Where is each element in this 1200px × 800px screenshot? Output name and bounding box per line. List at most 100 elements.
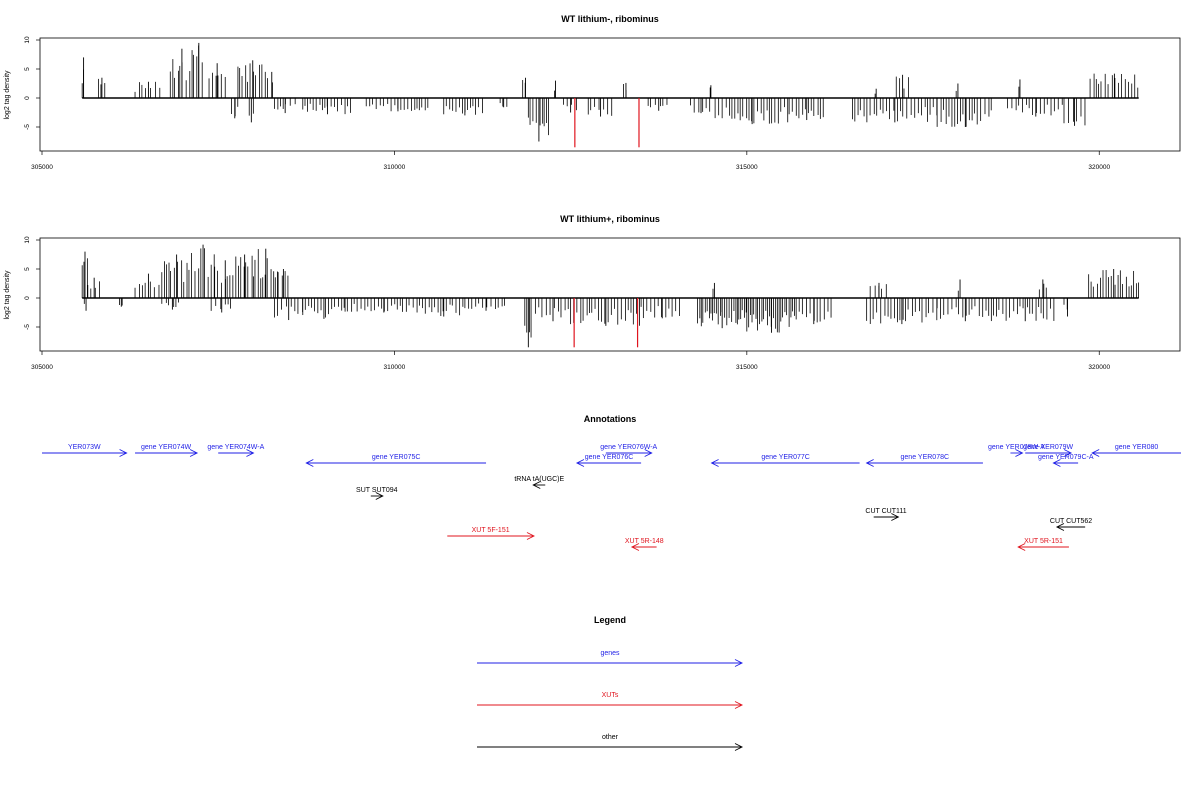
legend-entry-other: other — [477, 734, 744, 751]
feature-arrow-head — [375, 492, 384, 500]
density-bars — [81, 244, 1139, 348]
y-tick-label: 10 — [24, 36, 31, 44]
annotation-feature: XUT 5R-151 — [1017, 538, 1069, 551]
y-tick-label: -5 — [24, 124, 31, 130]
feature-arrow-head — [575, 459, 585, 467]
feature-label: tRNA tA(UGC)E — [514, 476, 564, 483]
legend-arrow-head — [734, 701, 744, 709]
feature-arrow-head — [1063, 449, 1073, 457]
legend-arrow-head — [734, 743, 744, 751]
y-tick-label: 5 — [24, 67, 31, 71]
y-tick-label: 0 — [24, 296, 31, 300]
annotation-feature: gene YER078W-A — [988, 444, 1045, 457]
annotation-feature: gene YER076W-A — [600, 444, 658, 457]
feature-arrow-head — [189, 449, 199, 457]
density-bars — [81, 42, 1139, 148]
feature-label: gene YER077C — [761, 454, 810, 461]
feature-arrow-head — [119, 449, 128, 457]
y-tick-label: -5 — [24, 324, 31, 330]
annotation-feature: gene YER074W — [135, 444, 199, 457]
annotations-title: Annotations — [584, 414, 637, 424]
feature-arrow-head — [305, 459, 314, 467]
annotation-feature: gene YER079W — [1023, 444, 1074, 457]
annotation-feature: gene YER075C — [305, 454, 487, 467]
feature-label: gene YER076W-A — [600, 444, 657, 451]
panel-title: WT lithium-, ribominus — [561, 14, 659, 24]
feature-arrow-head — [532, 481, 541, 489]
legend-arrow-head — [734, 659, 744, 667]
x-tick-label: 320000 — [1088, 164, 1110, 171]
feature-label: CUT CUT111 — [865, 508, 906, 515]
legend-label: other — [602, 734, 619, 741]
legend-entries: genes XUTs other — [477, 650, 744, 751]
feature-label: CUT CUT562 — [1050, 518, 1092, 525]
annotation-feature: gene YER076C — [575, 454, 642, 467]
x-tick-label: 310000 — [384, 364, 406, 371]
x-tick-label: 320000 — [1088, 364, 1110, 371]
y-tick-label: 5 — [24, 267, 31, 271]
feature-arrow-head — [1052, 459, 1061, 467]
feature-label: gene YER076C — [585, 454, 634, 461]
legend-label: genes — [600, 650, 620, 657]
feature-arrow-head — [630, 543, 640, 551]
feature-label: gene YER075C — [372, 454, 421, 461]
x-tick-label: 305000 — [31, 164, 53, 171]
x-tick-label: 315000 — [736, 364, 758, 371]
annotation-feature: gene YER077C — [710, 454, 860, 467]
feature-arrow-head — [246, 449, 255, 457]
annotation-feature: gene YER080 — [1091, 444, 1181, 457]
feature-label: gene YER079C-A — [1038, 454, 1094, 461]
annotation-feature: CUT CUT562 — [1050, 518, 1092, 531]
annotation-features: YER073W gene YER074W gene YER074W-A gene YE… — [42, 444, 1181, 551]
feature-arrow-head — [1017, 543, 1026, 551]
x-axis: 305000 310000 315000 320000 — [31, 151, 1110, 171]
annotation-feature: tRNA tA(UGC)E — [514, 476, 564, 489]
x-axis: 305000 310000 315000 320000 — [31, 351, 1110, 371]
feature-label: gene YER080 — [1115, 444, 1159, 451]
plot-frame — [39, 37, 1181, 152]
feature-arrow-head — [644, 449, 653, 457]
legend-title: Legend — [594, 615, 626, 625]
annotations-track: Annotations YER073W gene YER074W gene YER0… — [42, 414, 1181, 551]
legend: Legend genes XUTs other — [477, 615, 744, 751]
annotation-feature: gene YER074W-A — [207, 444, 265, 457]
y-axis: -5 0 5 10 — [24, 36, 40, 130]
feature-label: gene YER079W — [1023, 444, 1073, 451]
feature-arrow-head — [526, 532, 535, 540]
feature-arrow-head — [1091, 449, 1100, 457]
annotation-feature: gene YER078C — [865, 454, 983, 467]
y-axis-label: log2 tag density — [4, 270, 11, 320]
feature-arrow-head — [865, 459, 874, 467]
feature-label: gene YER074W-A — [207, 444, 264, 451]
y-tick-label: 10 — [24, 236, 31, 244]
legend-label: XUTs — [602, 692, 619, 699]
y-axis-label: log2 tag density — [4, 70, 11, 120]
annotation-feature: YER073W — [42, 444, 128, 457]
annotation-feature: SUT SUT094 — [356, 487, 398, 500]
feature-arrow-head — [1055, 523, 1065, 531]
feature-label: XUT 5F-151 — [472, 527, 510, 534]
annotation-feature: CUT CUT111 — [865, 508, 907, 521]
feature-label: SUT SUT094 — [356, 487, 398, 494]
x-tick-label: 310000 — [384, 164, 406, 171]
feature-arrow-head — [891, 513, 900, 521]
y-axis: -5 0 5 10 — [24, 236, 40, 330]
y-tick-label: 0 — [24, 96, 31, 100]
annotation-feature: gene YER079C-A — [1038, 454, 1094, 467]
plot-frame — [39, 237, 1181, 352]
panel-title: WT lithium+, ribominus — [560, 214, 660, 224]
feature-arrow-head — [1015, 449, 1024, 457]
legend-entry-xut: XUTs — [477, 692, 744, 709]
feature-label: gene YER074W — [141, 444, 191, 451]
feature-label: YER073W — [68, 444, 101, 451]
feature-label: gene YER078W-A — [988, 444, 1045, 451]
feature-arrow-head — [710, 459, 719, 467]
panel-lithium-plus: WT lithium+, ribominus log2 tag density … — [4, 214, 1181, 371]
annotation-feature: XUT 5F-151 — [447, 527, 535, 540]
legend-entry-gene: genes — [477, 650, 744, 667]
x-tick-label: 305000 — [31, 364, 53, 371]
feature-label: XUT 5R-151 — [1024, 538, 1063, 545]
feature-label: XUT 5R-148 — [625, 538, 664, 545]
